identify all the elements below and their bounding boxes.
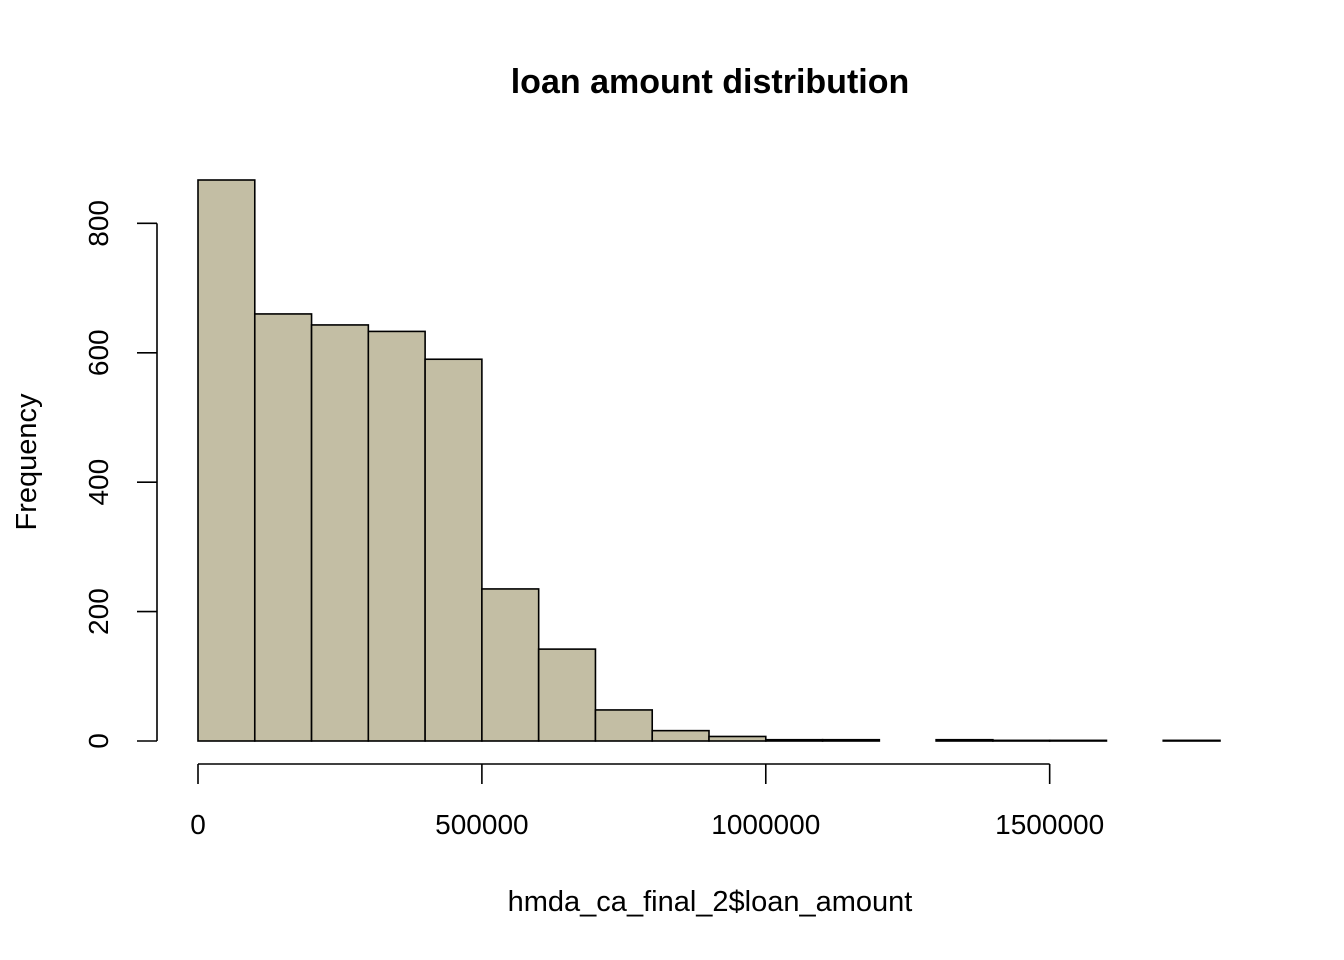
histogram-bar-14 <box>992 739 1051 742</box>
histogram-bar-8 <box>651 729 710 742</box>
y-tick-label-0: 0 <box>83 733 114 749</box>
histogram-bar-4 <box>424 358 483 742</box>
histogram-bar-1 <box>253 313 313 742</box>
x-axis-title: hmda_ca_final_2$loan_amount <box>508 886 913 918</box>
chart-title: loan amount distribution <box>511 63 910 101</box>
histogram-bar-11 <box>821 738 881 742</box>
x-tick-label-3: 1500000 <box>995 809 1104 840</box>
y-tick-label-3: 600 <box>83 329 114 376</box>
histogram-bar-17 <box>1162 739 1221 742</box>
histogram-bar-2 <box>310 324 370 742</box>
y-axis: 0 200 400 600 800 <box>83 200 158 749</box>
x-tick-label-1: 500000 <box>435 809 528 840</box>
x-axis: 0 500000 1000000 1500000 <box>190 763 1104 840</box>
y-tick-label-4: 800 <box>83 200 114 247</box>
histogram-bar-6 <box>537 648 597 742</box>
histogram-bar-3 <box>367 330 426 742</box>
histogram-bar-7 <box>594 709 654 742</box>
histogram-bar-9 <box>708 735 767 742</box>
x-tick-label-2: 1000000 <box>711 809 820 840</box>
y-axis-title: Frequency <box>11 393 43 531</box>
y-tick-label-1: 200 <box>83 588 114 635</box>
bars-group <box>197 179 1221 742</box>
x-tick-label-0: 0 <box>190 809 206 840</box>
histogram-bar-15 <box>1048 739 1108 742</box>
y-tick-label-2: 400 <box>83 459 114 506</box>
histogram-bar-10 <box>764 738 824 742</box>
histogram-bar-5 <box>481 588 540 742</box>
histogram-bar-13 <box>935 738 994 742</box>
histogram-bar-0 <box>197 179 256 742</box>
